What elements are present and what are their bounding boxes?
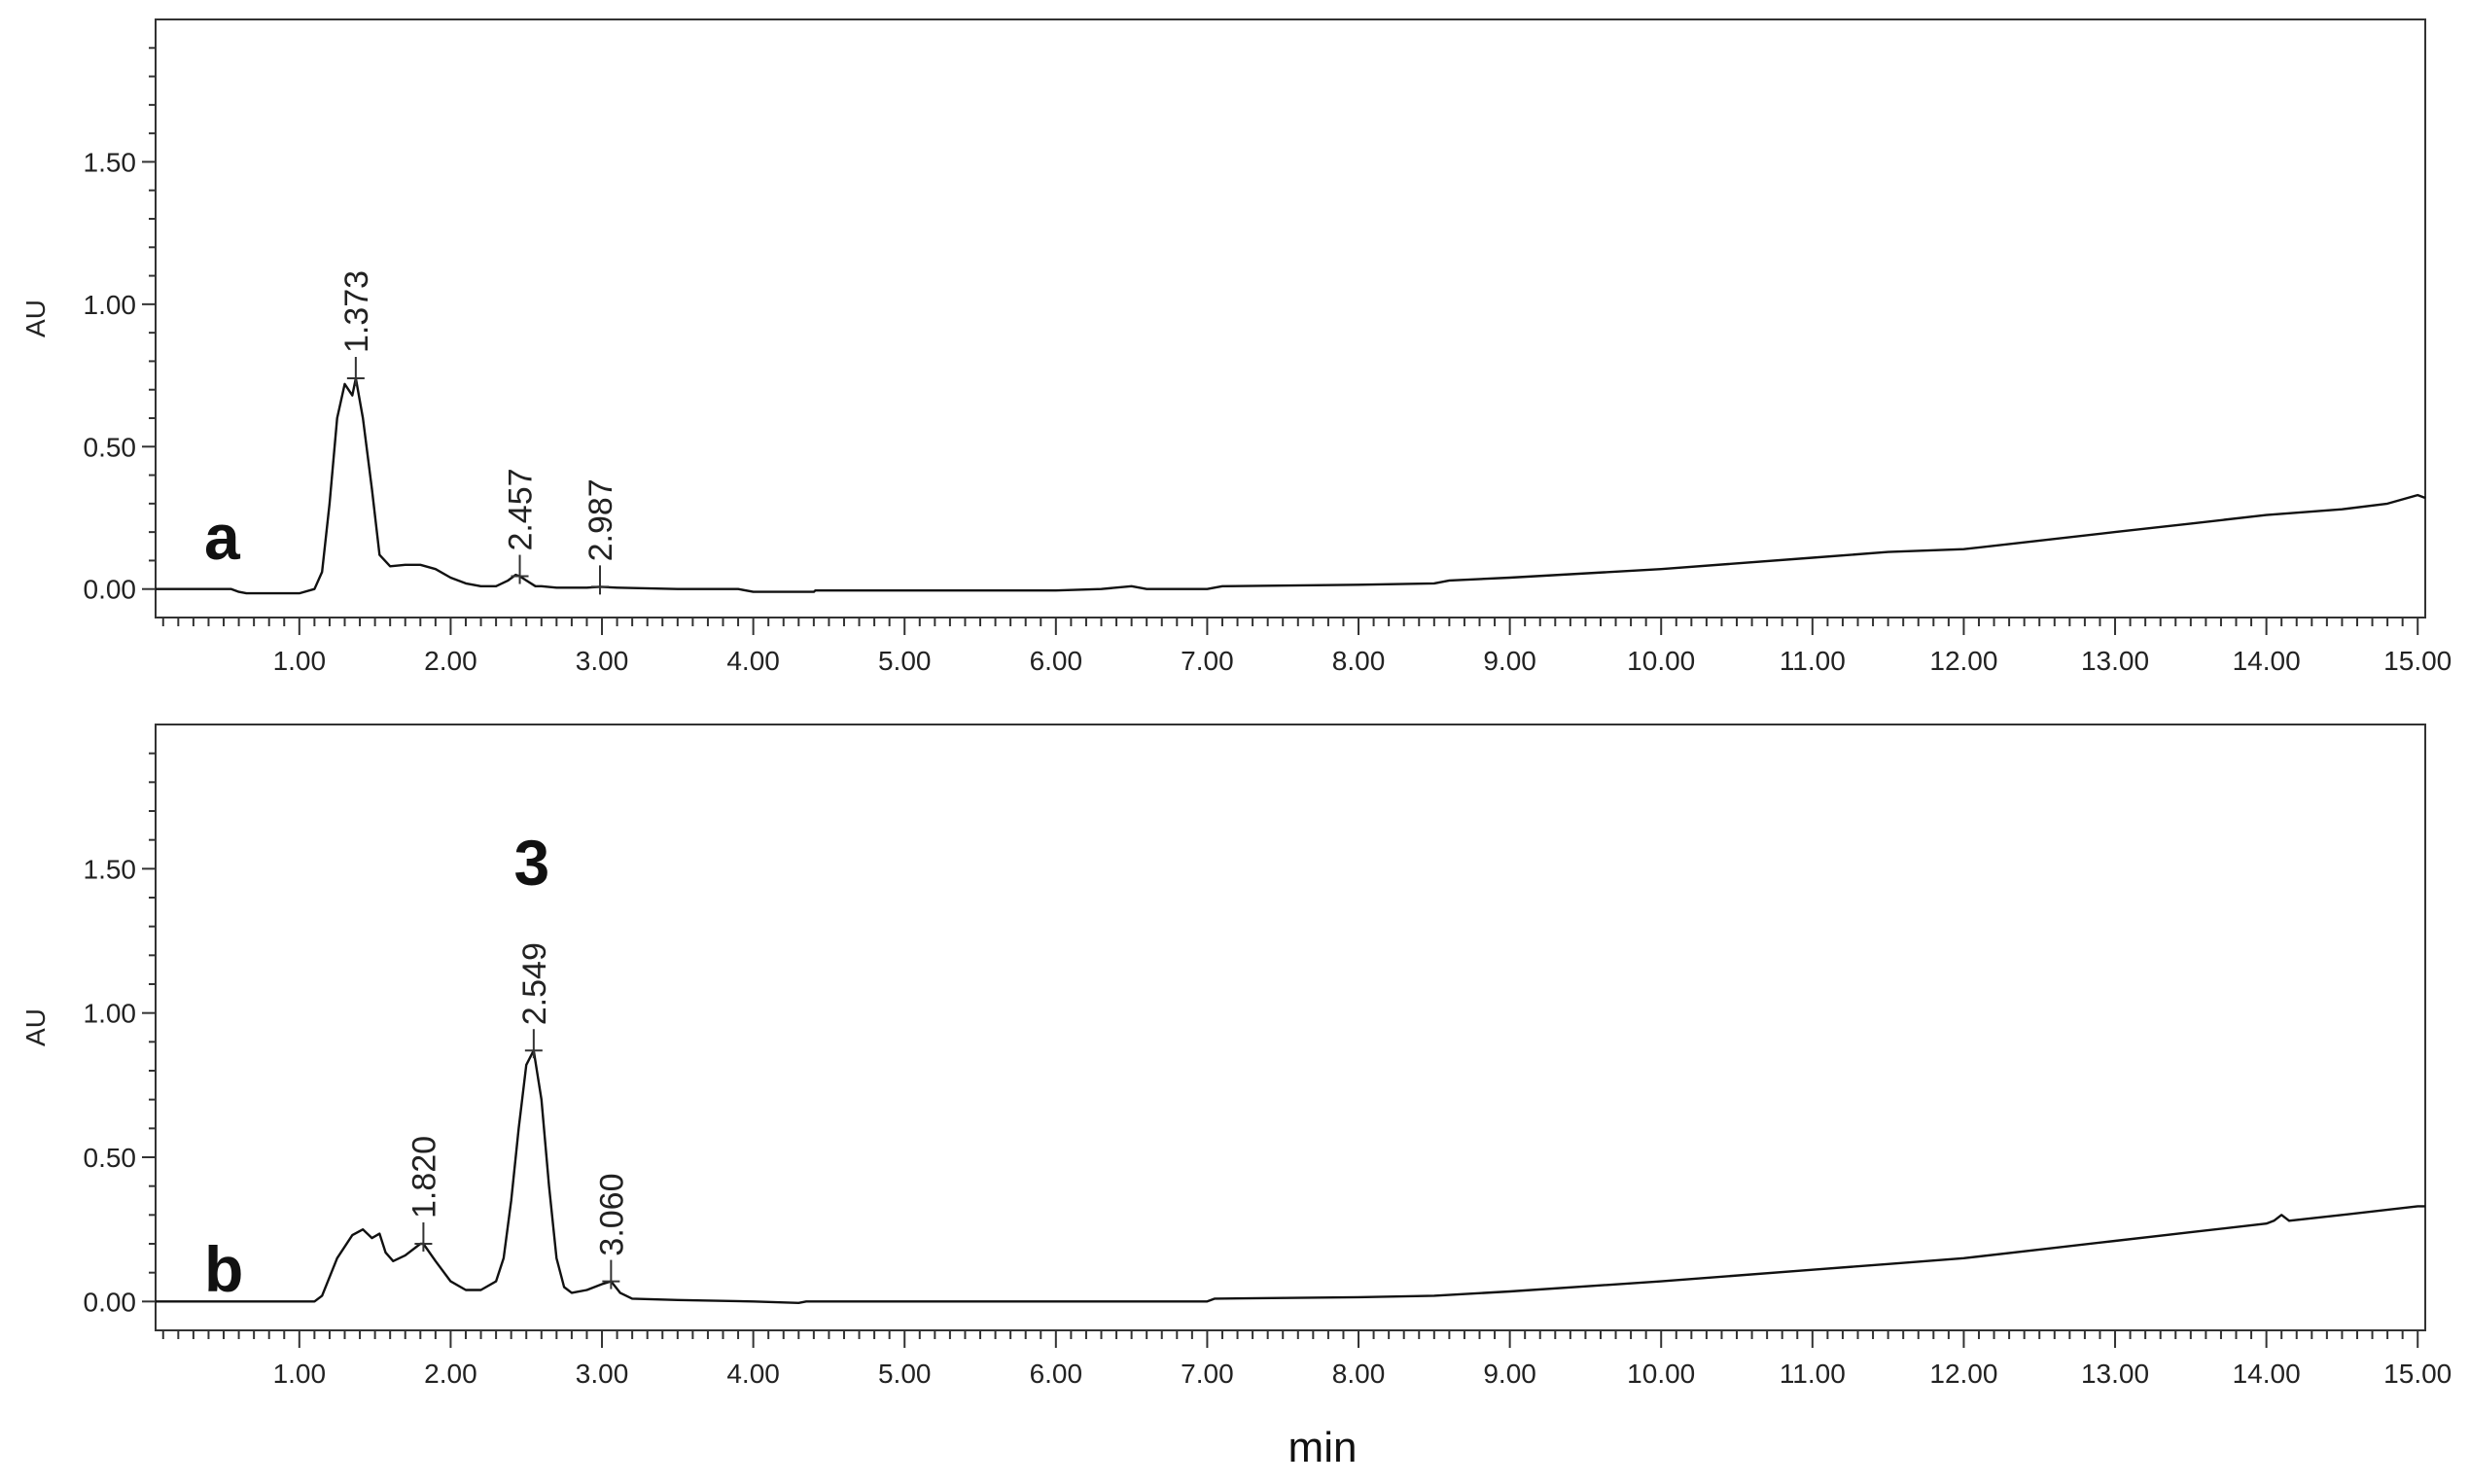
y-tick-label: 0.50 [84, 432, 137, 462]
x-tick-label: 12.00 [1929, 646, 1997, 676]
y-tick-label: 1.00 [84, 999, 137, 1029]
plot-frame [155, 724, 2426, 1331]
y-tick-label: 0.00 [84, 1287, 137, 1317]
y-tick-label: 1.50 [84, 854, 137, 884]
panel-letter: a [204, 501, 241, 573]
x-tick-label: 15.00 [2383, 1359, 2452, 1389]
x-tick-label: 15.00 [2383, 646, 2452, 676]
x-tick-label: 11.00 [1780, 1359, 1846, 1389]
x-tick-label: 7.00 [1181, 1359, 1234, 1389]
x-tick-label: 5.00 [878, 1359, 932, 1389]
x-tick-label: 14.00 [2233, 1359, 2301, 1389]
y-tick-label: 0.50 [84, 1143, 137, 1173]
y-axis-title: AU [20, 300, 51, 337]
x-tick-label: 12.00 [1929, 1359, 1997, 1389]
chromatogram-trace [156, 376, 2426, 595]
x-tick-label: 8.00 [1332, 646, 1386, 676]
x-tick-label: 13.00 [2081, 646, 2149, 676]
panel-letter: b [204, 1233, 243, 1305]
peak-retention-label: 2.457 [503, 468, 540, 550]
chromatogram-trace [156, 1049, 2425, 1304]
y-tick-label: 0.00 [84, 575, 137, 605]
x-tick-label: 5.00 [878, 646, 932, 676]
peak-retention-label: 2.987 [582, 478, 619, 561]
peak-retention-label: 2.549 [516, 942, 553, 1025]
x-tick-label: 9.00 [1483, 646, 1536, 676]
peak-retention-label: 3.060 [593, 1173, 630, 1255]
x-tick-label: 6.00 [1030, 1359, 1083, 1389]
y-axis-title: AU [20, 1008, 51, 1046]
compound-label: 3 [513, 827, 549, 899]
x-tick-label: 3.00 [576, 1359, 629, 1389]
x-tick-label: 14.00 [2233, 646, 2301, 676]
x-tick-label: 6.00 [1030, 646, 1083, 676]
x-tick-label: 2.00 [424, 646, 477, 676]
x-tick-label: 4.00 [726, 1359, 780, 1389]
y-tick-label: 1.00 [84, 290, 137, 320]
x-tick-label: 2.00 [424, 1359, 477, 1389]
x-tick-label: 1.00 [273, 1359, 327, 1389]
x-tick-label: 4.00 [726, 646, 780, 676]
y-tick-label: 1.50 [84, 147, 137, 177]
peak-retention-label: 1.820 [406, 1136, 442, 1219]
x-tick-label: 10.00 [1627, 1359, 1695, 1389]
x-tick-label: 7.00 [1181, 646, 1234, 676]
x-tick-label: 13.00 [2081, 1359, 2149, 1389]
x-tick-label: 8.00 [1332, 1359, 1386, 1389]
peak-retention-label: 1.373 [338, 270, 375, 353]
x-axis-title: min [1288, 1424, 1358, 1471]
x-tick-label: 1.00 [273, 646, 327, 676]
plot-frame [155, 18, 2426, 618]
chromatogram-panel-a: 1.00 2.00 3.00 4.00 5.00 6.00 7.00 8.00 9.00 10.0… [20, 18, 2452, 676]
x-tick-label: 11.00 [1780, 646, 1846, 676]
x-tick-label: 3.00 [576, 646, 629, 676]
chromatogram-panel-b: 1.00 2.00 3.00 4.00 5.00 6.00 7.00 8.00 9.00 10.0… [20, 724, 2452, 1389]
x-tick-label: 9.00 [1483, 1359, 1536, 1389]
x-tick-label: 10.00 [1627, 646, 1695, 676]
